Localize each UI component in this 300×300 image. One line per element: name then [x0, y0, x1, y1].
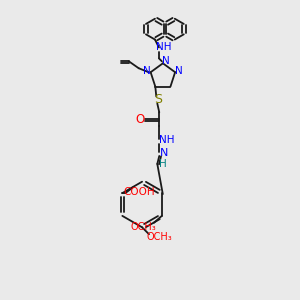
Text: NH: NH	[156, 43, 172, 52]
Text: N: N	[143, 66, 151, 76]
Text: OCH₃: OCH₃	[146, 232, 172, 242]
Text: COOH: COOH	[123, 187, 155, 197]
Text: S: S	[154, 93, 162, 106]
Text: O: O	[136, 113, 145, 126]
Text: N: N	[160, 148, 168, 158]
Text: N: N	[162, 56, 170, 66]
Text: H: H	[159, 159, 167, 169]
Text: NH: NH	[159, 135, 175, 145]
Text: OCH₃: OCH₃	[130, 222, 156, 232]
Text: N: N	[175, 66, 183, 76]
